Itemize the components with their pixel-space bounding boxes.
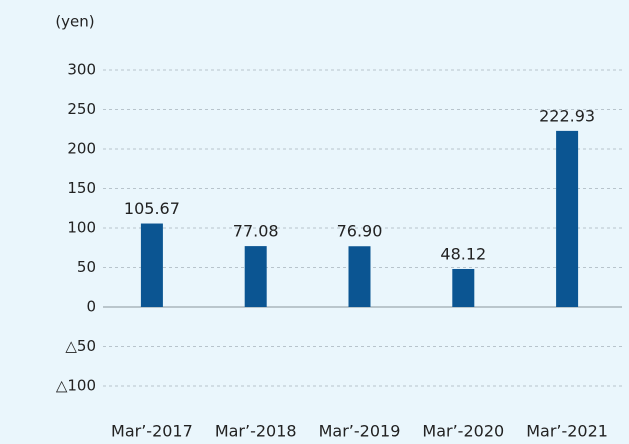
- x-tick-label: Mar’-2019: [319, 422, 401, 441]
- value-label: 105.67: [124, 199, 180, 218]
- y-tick-label: 200: [67, 140, 96, 158]
- y-tick-label: 150: [67, 179, 96, 197]
- y-axis-label: (yen): [55, 13, 94, 31]
- x-tick-label: Mar’-2021: [526, 422, 608, 441]
- bar: [556, 130, 579, 307]
- value-label: 76.90: [337, 222, 383, 241]
- value-label: 48.12: [440, 244, 486, 263]
- bar: [348, 246, 371, 307]
- y-tick-label: △50: [65, 337, 96, 355]
- x-tick-label: Mar’-2018: [215, 422, 297, 441]
- value-label: 77.08: [233, 222, 279, 241]
- y-tick-label: 250: [67, 100, 96, 118]
- bar: [452, 268, 475, 307]
- bar: [244, 246, 267, 307]
- y-tick-label: 300: [67, 61, 96, 79]
- bar: [140, 223, 163, 307]
- y-tick-label: 100: [67, 219, 96, 237]
- x-tick-label: Mar’-2017: [111, 422, 193, 441]
- y-tick-label: △100: [56, 377, 96, 395]
- y-tick-label: 0: [86, 298, 96, 316]
- value-label: 222.93: [539, 106, 595, 125]
- x-tick-label: Mar’-2020: [422, 422, 504, 441]
- y-tick-label: 50: [77, 258, 96, 276]
